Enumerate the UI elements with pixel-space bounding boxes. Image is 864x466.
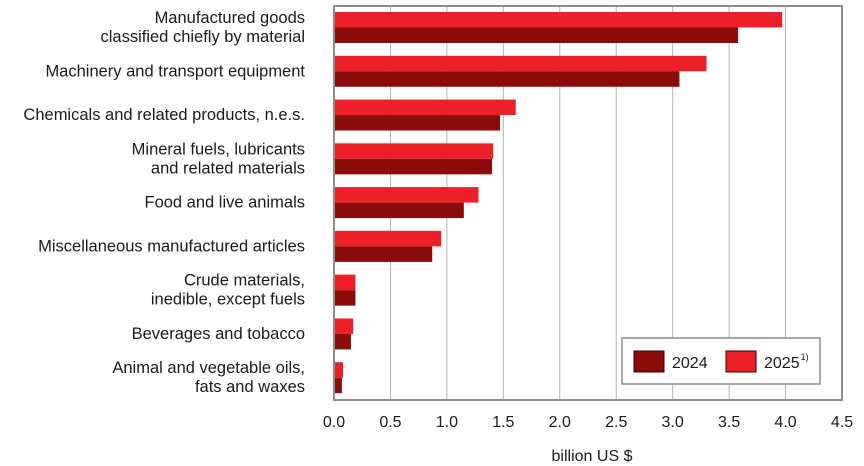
bar-2025-5 bbox=[334, 230, 442, 247]
x-tick-label-3: 1.5 bbox=[492, 414, 514, 431]
x-tick-label-6: 3.0 bbox=[662, 414, 684, 431]
bar-2024-7 bbox=[334, 333, 351, 350]
legend-footnote-mark: 1) bbox=[801, 352, 809, 362]
bar-2025-6 bbox=[334, 274, 356, 291]
bar-2025-2 bbox=[334, 99, 516, 116]
category-label-line: Chemicals and related products, n.e.s. bbox=[23, 106, 305, 124]
x-tick-label-9: 4.5 bbox=[831, 414, 853, 431]
bar-2025-8 bbox=[334, 362, 344, 378]
x-axis-title: billion US $ bbox=[552, 448, 633, 465]
category-label-0: Manufactured goods classified chiefly by … bbox=[101, 9, 306, 46]
category-label-5: Miscellaneous manufactured articles bbox=[38, 237, 305, 255]
bars bbox=[334, 12, 783, 394]
x-tick-label-2: 1.0 bbox=[436, 414, 458, 431]
x-tick-label-0: 0.0 bbox=[323, 414, 345, 431]
x-tick-label-8: 4.0 bbox=[774, 414, 796, 431]
bar-2024-3 bbox=[334, 158, 493, 175]
bar-2025-1 bbox=[334, 55, 707, 72]
bar-2024-2 bbox=[334, 115, 500, 131]
category-label-2: Chemicals and related products, n.e.s. bbox=[23, 106, 305, 124]
category-label-line: Animal and vegetable oils, bbox=[112, 359, 305, 377]
category-label-line: Beverages and tobacco bbox=[132, 325, 305, 343]
category-label-line: inedible, except fuels bbox=[151, 291, 305, 309]
category-label-line: fats and waxes bbox=[195, 378, 305, 396]
legend: 2024 2025 1) bbox=[621, 337, 821, 385]
category-label-8: Animal and vegetable oils, fats and waxes bbox=[112, 359, 305, 396]
category-label-line: Mineral fuels, lubricants bbox=[132, 140, 305, 158]
plot-frame bbox=[333, 5, 843, 401]
bar-2025-3 bbox=[334, 143, 494, 159]
category-label-line: Machinery and transport equipment bbox=[45, 62, 305, 80]
bar-2024-1 bbox=[334, 71, 680, 87]
legend-swatch-2024 bbox=[633, 350, 665, 373]
legend-swatch-2025 bbox=[725, 350, 757, 373]
category-label-3: Mineral fuels, lubricants and related mat… bbox=[132, 140, 305, 177]
category-label-line: Miscellaneous manufactured articles bbox=[38, 237, 305, 255]
category-label-7: Beverages and tobacco bbox=[132, 325, 305, 343]
x-tick-label-5: 2.5 bbox=[605, 414, 627, 431]
category-label-line: Manufactured goods bbox=[155, 9, 305, 27]
x-tick-label-7: 3.5 bbox=[718, 414, 740, 431]
category-label-1: Machinery and transport equipment bbox=[45, 62, 305, 80]
bar-2024-8 bbox=[334, 377, 342, 394]
category-label-line: Food and live animals bbox=[144, 194, 305, 212]
category-labels: Manufactured goods classified chiefly by … bbox=[23, 9, 305, 396]
category-label-line: and related materials bbox=[151, 159, 305, 177]
x-tick-label-1: 0.5 bbox=[379, 414, 401, 431]
category-label-line: Crude materials, bbox=[184, 272, 305, 290]
bar-2025-0 bbox=[334, 12, 783, 28]
legend-label-2024: 2024 bbox=[672, 355, 708, 372]
bar-2025-4 bbox=[334, 187, 479, 203]
bar-2025-7 bbox=[334, 318, 354, 334]
category-label-6: Crude materials, inedible, except fuels bbox=[151, 272, 305, 309]
bar-2024-0 bbox=[334, 27, 739, 43]
bar-2024-5 bbox=[334, 246, 433, 262]
legend-label-2025: 2025 bbox=[764, 355, 800, 372]
x-tick-labels: 0.0 0.5 1.0 1.5 2.0 2.5 3.0 3.5 4.0 4.5 bbox=[323, 414, 853, 431]
bar-2024-4 bbox=[334, 202, 464, 219]
x-tick-label-4: 2.0 bbox=[549, 414, 571, 431]
bar-2024-6 bbox=[334, 290, 356, 306]
category-label-line: classified chiefly by material bbox=[101, 28, 306, 46]
category-label-4: Food and live animals bbox=[144, 194, 305, 212]
